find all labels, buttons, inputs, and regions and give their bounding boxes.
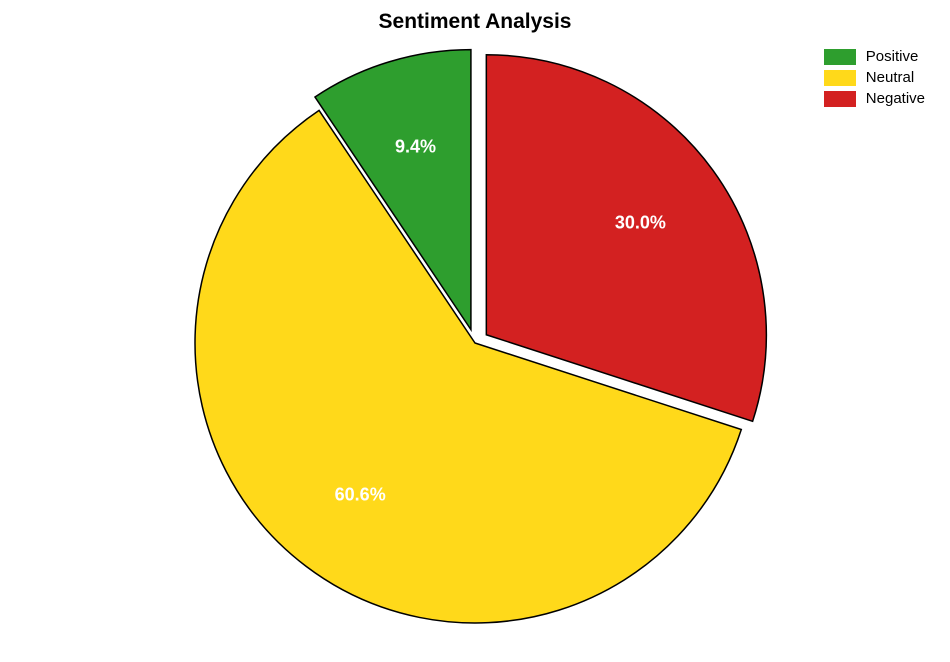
legend-swatch-neutral (824, 70, 856, 86)
pie-label-positive: 9.4% (395, 137, 436, 158)
pie-chart (0, 0, 950, 662)
legend-label-neutral: Neutral (866, 69, 914, 86)
legend-swatch-positive (824, 49, 856, 65)
legend-item-positive: Positive (824, 48, 925, 65)
legend-item-neutral: Neutral (824, 69, 925, 86)
legend-swatch-negative (824, 91, 856, 107)
pie-label-negative: 30.0% (615, 212, 666, 233)
legend-label-positive: Positive (866, 48, 919, 65)
legend-label-negative: Negative (866, 90, 925, 107)
pie-label-neutral: 60.6% (335, 484, 386, 505)
legend: Positive Neutral Negative (824, 48, 925, 111)
legend-item-negative: Negative (824, 90, 925, 107)
